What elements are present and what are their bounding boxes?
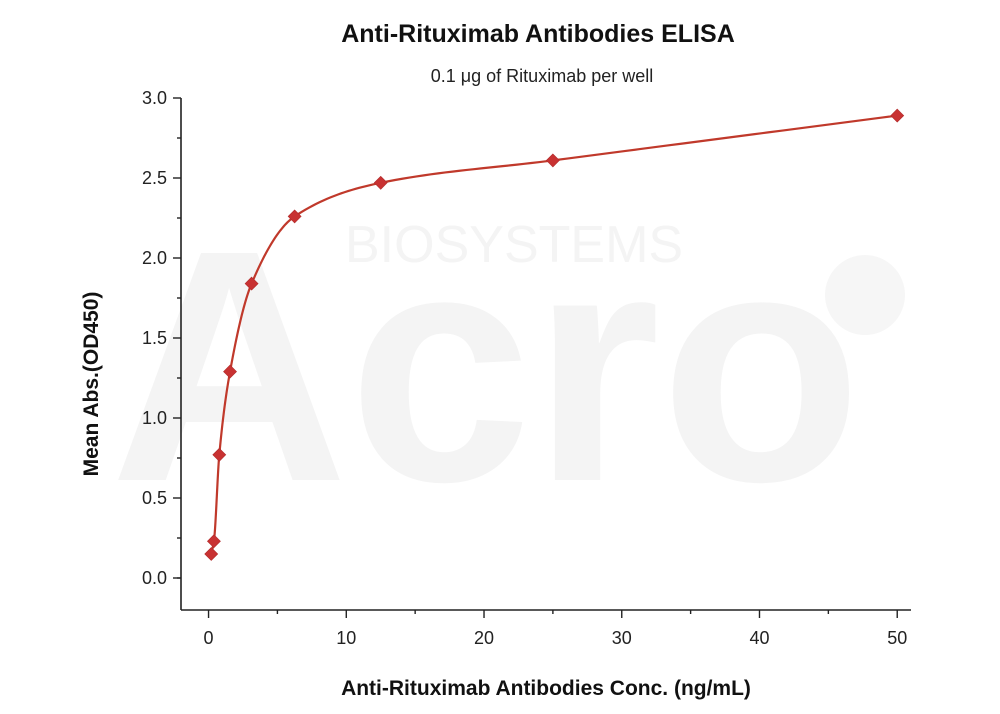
data-point bbox=[890, 108, 905, 123]
watermark-sub: BIOSYSTEMS bbox=[345, 216, 683, 274]
data-point bbox=[204, 547, 219, 561]
y-tick-label: 0.0 bbox=[142, 568, 167, 588]
series-group bbox=[204, 108, 905, 561]
x-tick-label: 50 bbox=[887, 628, 907, 648]
x-axis-ticks: 0 10 20 30 40 50 bbox=[204, 610, 907, 648]
data-point bbox=[223, 364, 237, 379]
data-point bbox=[287, 209, 302, 224]
y-tick-label: 3.0 bbox=[142, 88, 167, 108]
watermark-logo: Acro BIOSYSTEMS bbox=[110, 181, 905, 550]
x-tick-label: 0 bbox=[204, 628, 214, 648]
data-point bbox=[373, 175, 388, 190]
y-tick-label: 1.5 bbox=[142, 328, 167, 348]
y-tick-label: 2.5 bbox=[142, 168, 167, 188]
x-tick-label: 40 bbox=[749, 628, 769, 648]
x-tick-label: 10 bbox=[336, 628, 356, 648]
y-tick-label: 2.0 bbox=[142, 248, 167, 268]
watermark-dot bbox=[825, 255, 905, 335]
chart-subtitle: 0.1 μg of Rituximab per well bbox=[431, 66, 653, 86]
x-tick-label: 20 bbox=[474, 628, 494, 648]
y-tick-label: 0.5 bbox=[142, 488, 167, 508]
watermark-brand: Acro bbox=[110, 181, 862, 550]
x-axis-label: Anti-Rituximab Antibodies Conc. (ng/mL) bbox=[341, 677, 751, 700]
chart-title: Anti-Rituximab Antibodies ELISA bbox=[341, 20, 735, 48]
data-point bbox=[244, 276, 259, 291]
data-point bbox=[545, 153, 560, 168]
y-axis-ticks: 0.0 0.5 1.0 1.5 2.0 2.5 3.0 bbox=[142, 88, 181, 588]
y-tick-label: 1.0 bbox=[142, 408, 167, 428]
data-point bbox=[212, 447, 227, 462]
data-point bbox=[206, 534, 221, 549]
x-tick-label: 30 bbox=[612, 628, 632, 648]
y-axis-label: Mean Abs.(OD450) bbox=[80, 292, 103, 477]
